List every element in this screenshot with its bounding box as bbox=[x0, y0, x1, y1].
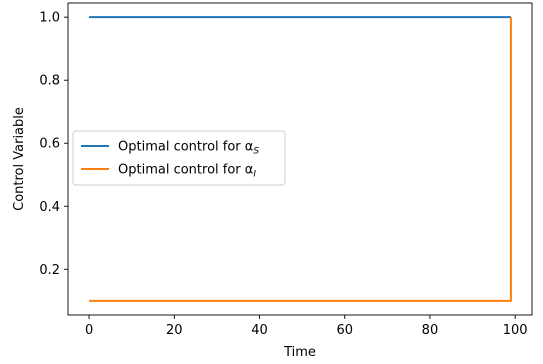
legend-box bbox=[72, 130, 286, 186]
legend: Optimal control for αS Optimal control fo… bbox=[72, 130, 286, 186]
y-axis-label: Control Variable bbox=[12, 107, 27, 211]
legend-label-1: Optimal control for αI bbox=[118, 163, 256, 180]
y-tick-label: 0.4 bbox=[39, 200, 60, 215]
x-tick-label: 100 bbox=[503, 323, 528, 338]
legend-label-0: Optimal control for αS bbox=[118, 140, 259, 157]
y-tick-label: 0.8 bbox=[39, 74, 60, 89]
axes-frame bbox=[67, 2, 533, 316]
y-tick-label: 0.2 bbox=[39, 263, 60, 278]
x-axis-label: Time bbox=[283, 345, 316, 360]
x-tick-label: 0 bbox=[85, 323, 93, 338]
y-tick-label: 1.0 bbox=[39, 11, 60, 26]
y-axis-ticks: 0.2 0.4 0.6 0.8 1.0 bbox=[39, 11, 68, 278]
x-axis-ticks: 0 20 40 60 80 100 bbox=[85, 315, 528, 338]
x-tick-label: 20 bbox=[166, 323, 183, 338]
y-tick-label: 0.6 bbox=[39, 137, 60, 152]
x-tick-label: 40 bbox=[251, 323, 268, 338]
series-layer bbox=[89, 16, 512, 302]
x-tick-label: 80 bbox=[422, 323, 439, 338]
x-tick-label: 60 bbox=[336, 323, 353, 338]
series-line-1 bbox=[89, 17, 512, 302]
